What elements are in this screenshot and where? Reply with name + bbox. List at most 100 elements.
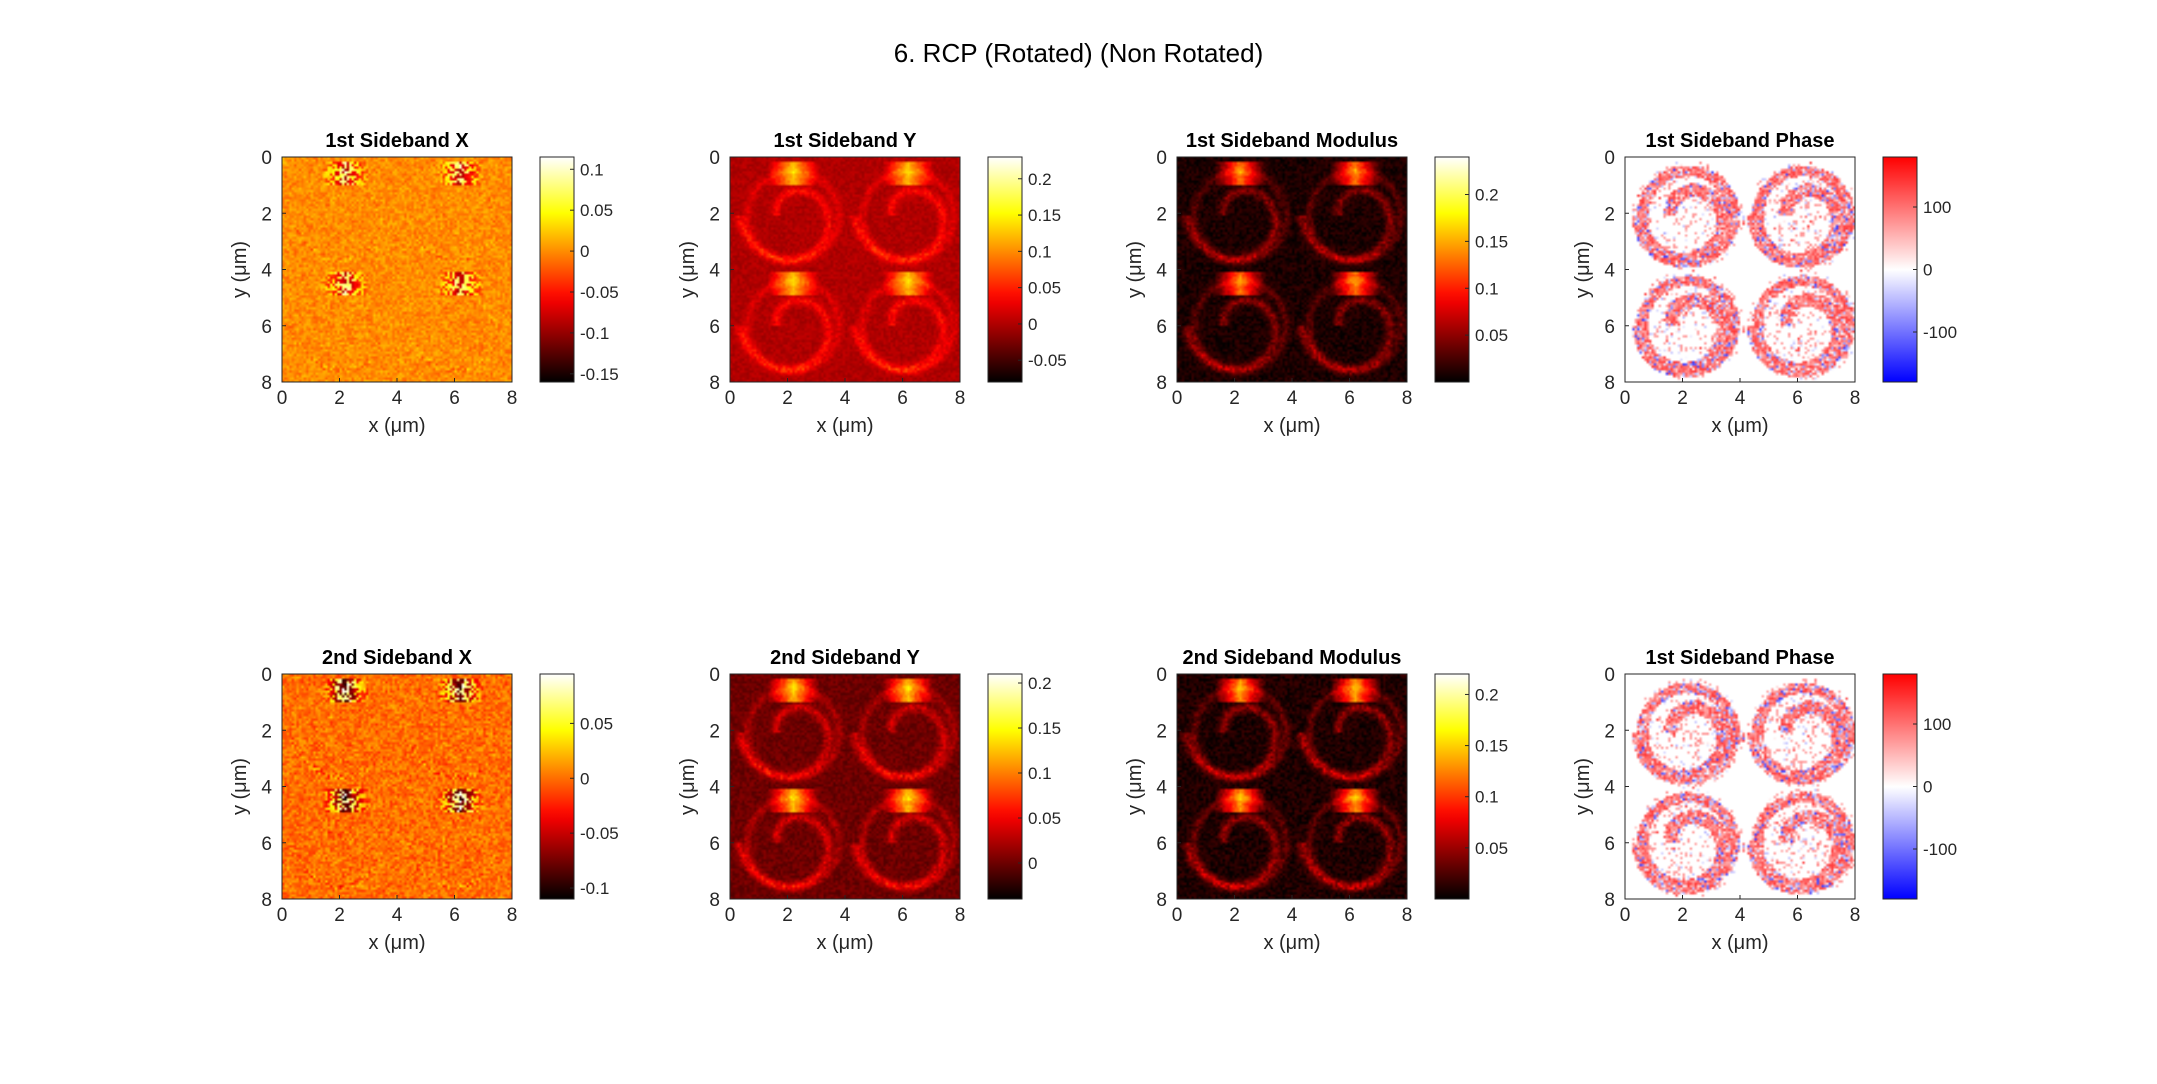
- x-tick-label: 8: [1402, 388, 1413, 409]
- colorbar-tick-label: 0: [580, 769, 589, 788]
- y-tick-label: 8: [1604, 890, 1615, 911]
- colorbar-tick-label: 0.05: [1028, 809, 1061, 828]
- x-tick-label: 0: [1620, 388, 1631, 409]
- y-tick-label: 2: [1604, 204, 1615, 225]
- colorbar-tick-label: 0.05: [1475, 839, 1508, 858]
- y-tick-label: 0: [261, 665, 272, 686]
- colorbar-tick-label: 0.1: [580, 160, 604, 179]
- y-tick-label: 8: [1604, 373, 1615, 394]
- y-tick-label: 4: [709, 261, 720, 282]
- colorbar-tick-label: 0.15: [1028, 206, 1061, 225]
- y-tick-label: 2: [709, 721, 720, 742]
- x-tick-label: 8: [1850, 905, 1861, 926]
- y-axis-label: y (μm): [677, 241, 699, 298]
- x-tick-label: 2: [334, 388, 345, 409]
- x-tick-label: 0: [277, 905, 288, 926]
- x-tick-label: 6: [897, 388, 908, 409]
- x-axis-label: x (μm): [1711, 415, 1768, 437]
- subplot-title: 2nd Sideband Modulus: [1183, 647, 1402, 669]
- colorbar-tick-label: -0.15: [580, 365, 619, 384]
- x-tick-label: 6: [1792, 388, 1803, 409]
- x-tick-label: 8: [955, 905, 966, 926]
- x-tick-label: 8: [507, 388, 518, 409]
- y-axis-label: y (μm): [1572, 758, 1594, 815]
- y-tick-label: 0: [1156, 148, 1167, 169]
- colorbar-tick-label: 0: [1028, 854, 1037, 873]
- x-tick-label: 0: [725, 388, 736, 409]
- x-tick-label: 4: [1735, 388, 1746, 409]
- colorbar-tick-label: -0.05: [580, 283, 619, 302]
- x-tick-label: 4: [392, 905, 403, 926]
- y-tick-label: 4: [261, 778, 272, 799]
- y-tick-label: 2: [1604, 721, 1615, 742]
- heatmap-image: [1625, 157, 1855, 382]
- x-tick-label: 6: [1792, 905, 1803, 926]
- x-tick-label: 2: [1677, 905, 1688, 926]
- colorbar: [539, 673, 575, 900]
- colorbar-tick-label: 0.05: [1475, 326, 1508, 345]
- colorbar-tick-label: -100: [1923, 323, 1957, 342]
- subplot-title: 2nd Sideband Y: [770, 647, 920, 669]
- colorbar: [1434, 673, 1470, 900]
- colorbar-tick-label: 0: [1923, 261, 1932, 280]
- colorbar-tick-label: 0.1: [1028, 764, 1052, 783]
- y-tick-label: 6: [1604, 834, 1615, 855]
- x-tick-label: 6: [449, 905, 460, 926]
- x-tick-label: 8: [1850, 388, 1861, 409]
- colorbar-tick-label: -0.05: [1028, 351, 1067, 370]
- y-tick-label: 0: [709, 148, 720, 169]
- x-tick-label: 0: [277, 388, 288, 409]
- y-tick-label: 2: [1156, 204, 1167, 225]
- colorbar: [1882, 156, 1918, 383]
- x-tick-label: 8: [507, 905, 518, 926]
- x-tick-label: 6: [897, 905, 908, 926]
- x-tick-label: 2: [782, 905, 793, 926]
- x-tick-label: 4: [1287, 905, 1298, 926]
- x-axis-label: x (μm): [816, 932, 873, 954]
- x-tick-label: 6: [1344, 388, 1355, 409]
- colorbar-tick-label: 0.2: [1028, 674, 1052, 693]
- x-tick-label: 0: [1172, 388, 1183, 409]
- colorbar-tick-label: 0: [1028, 315, 1037, 334]
- y-axis-label: y (μm): [1124, 241, 1146, 298]
- subplot-title: 2nd Sideband X: [322, 647, 473, 669]
- y-tick-label: 8: [709, 890, 720, 911]
- y-tick-label: 4: [1604, 778, 1615, 799]
- x-tick-label: 4: [1287, 388, 1298, 409]
- y-tick-label: 4: [1156, 778, 1167, 799]
- y-tick-label: 6: [709, 834, 720, 855]
- y-tick-label: 0: [1604, 148, 1615, 169]
- y-tick-label: 2: [261, 721, 272, 742]
- colorbar-tick-label: -0.05: [580, 824, 619, 843]
- y-axis-label: y (μm): [1124, 758, 1146, 815]
- y-axis-label: y (μm): [229, 241, 251, 298]
- x-tick-label: 4: [840, 905, 851, 926]
- y-tick-label: 0: [709, 665, 720, 686]
- colorbar-tick-label: 0.1: [1028, 242, 1052, 261]
- y-tick-label: 6: [261, 317, 272, 338]
- y-axis-label: y (μm): [1572, 241, 1594, 298]
- x-axis-label: x (μm): [368, 415, 425, 437]
- colorbar-tick-label: 0: [1923, 778, 1932, 797]
- x-tick-label: 4: [1735, 905, 1746, 926]
- y-tick-label: 4: [261, 261, 272, 282]
- y-tick-label: 0: [1156, 665, 1167, 686]
- x-tick-label: 8: [1402, 905, 1413, 926]
- colorbar-tick-label: -0.1: [580, 879, 609, 898]
- heatmap-image: [282, 157, 512, 382]
- x-tick-label: 0: [1172, 905, 1183, 926]
- heatmap-image: [730, 157, 960, 382]
- x-tick-label: 4: [392, 388, 403, 409]
- colorbar-tick-label: -100: [1923, 840, 1957, 859]
- x-tick-label: 2: [782, 388, 793, 409]
- heatmap-image: [1177, 674, 1407, 899]
- x-tick-label: 4: [840, 388, 851, 409]
- heatmap-image: [1625, 674, 1855, 899]
- colorbar-tick-label: 0.05: [580, 714, 613, 733]
- colorbar-tick-label: 0.15: [1028, 719, 1061, 738]
